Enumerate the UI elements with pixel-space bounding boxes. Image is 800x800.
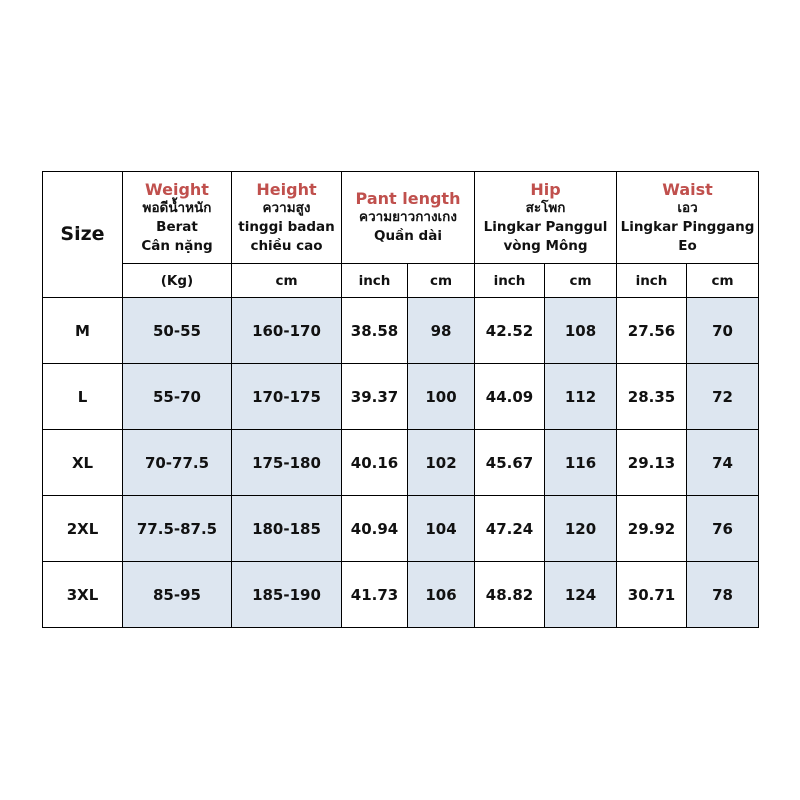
hip-vi: vòng Mông bbox=[503, 237, 588, 254]
unit-row: (Kg) cm inch cm inch cm inch cm bbox=[43, 263, 759, 298]
value-cell: 74 bbox=[686, 429, 759, 496]
size-header: Size bbox=[42, 171, 123, 298]
value-cell: 38.58 bbox=[341, 297, 408, 364]
value-cell: 78 bbox=[686, 561, 759, 628]
value-cell: 28.35 bbox=[616, 363, 687, 430]
value-cell: 70-77.5 bbox=[122, 429, 232, 496]
pant-length-header: Pant length ความยาวกางเกง Quần dài bbox=[341, 171, 475, 264]
waist-vi: Eo bbox=[678, 237, 697, 254]
pant-length-thai: ความยาวกางเกง bbox=[359, 209, 457, 225]
weight-vi: Cân nặng bbox=[141, 237, 213, 254]
value-cell: 160-170 bbox=[231, 297, 342, 364]
size-chart-table: Size Weight พอดีน้ำหนัก Berat Cân nặng Heig… bbox=[42, 171, 759, 628]
value-cell: 44.09 bbox=[474, 363, 545, 430]
value-cell: 77.5-87.5 bbox=[122, 495, 232, 562]
value-cell: 106 bbox=[407, 561, 475, 628]
hip-title: Hip bbox=[530, 179, 561, 199]
value-cell: 42.52 bbox=[474, 297, 545, 364]
value-cell: 180-185 bbox=[231, 495, 342, 562]
waist-id: Lingkar Pinggang bbox=[620, 218, 755, 235]
unit-cell: (Kg) bbox=[122, 263, 232, 298]
value-cell: 40.94 bbox=[341, 495, 408, 562]
table-row: M 50-55 160-170 38.58 98 42.52 108 27.56 70 bbox=[42, 297, 759, 364]
waist-thai: เอว bbox=[677, 199, 698, 216]
weight-thai: พอดีน้ำหนัก bbox=[142, 199, 212, 216]
size-cell: XL bbox=[42, 429, 123, 496]
size-cell: 3XL bbox=[42, 561, 123, 628]
unit-cell: cm bbox=[544, 263, 617, 298]
table-row: XL 70-77.5 175-180 40.16 102 45.67 116 29.13 74 bbox=[42, 429, 759, 496]
pant-length-vi: Quần dài bbox=[374, 228, 442, 244]
unit-cell: inch bbox=[616, 263, 687, 298]
unit-cell: cm bbox=[231, 263, 342, 298]
height-thai: ความสูง bbox=[262, 199, 311, 216]
weight-id: Berat bbox=[156, 218, 198, 235]
value-cell: 112 bbox=[544, 363, 617, 430]
value-cell: 170-175 bbox=[231, 363, 342, 430]
value-cell: 29.92 bbox=[616, 495, 687, 562]
value-cell: 30.71 bbox=[616, 561, 687, 628]
value-cell: 39.37 bbox=[341, 363, 408, 430]
value-cell: 98 bbox=[407, 297, 475, 364]
header-row: Size Weight พอดีน้ำหนัก Berat Cân nặng Heig… bbox=[42, 171, 759, 298]
value-cell: 100 bbox=[407, 363, 475, 430]
size-cell: M bbox=[42, 297, 123, 364]
value-cell: 50-55 bbox=[122, 297, 232, 364]
table-row: 2XL 77.5-87.5 180-185 40.94 104 47.24 120 29.92… bbox=[42, 495, 759, 562]
height-header: Height ความสูง tinggi badan chiều cao bbox=[231, 171, 342, 264]
value-cell: 120 bbox=[544, 495, 617, 562]
value-cell: 47.24 bbox=[474, 495, 545, 562]
unit-cell: inch bbox=[341, 263, 408, 298]
unit-cell: cm bbox=[407, 263, 475, 298]
value-cell: 48.82 bbox=[474, 561, 545, 628]
pant-length-title: Pant length bbox=[355, 189, 461, 208]
size-cell: 2XL bbox=[42, 495, 123, 562]
value-cell: 55-70 bbox=[122, 363, 232, 430]
size-cell: L bbox=[42, 363, 123, 430]
waist-title: Waist bbox=[662, 179, 713, 199]
hip-thai: สะโพก bbox=[525, 199, 566, 216]
hip-id: Lingkar Panggul bbox=[483, 218, 608, 235]
table-row: L 55-70 170-175 39.37 100 44.09 112 28.35 72 bbox=[42, 363, 759, 430]
table-row: 3XL 85-95 185-190 41.73 106 48.82 124 30.71 78 bbox=[42, 561, 759, 628]
value-cell: 41.73 bbox=[341, 561, 408, 628]
value-cell: 27.56 bbox=[616, 297, 687, 364]
value-cell: 102 bbox=[407, 429, 475, 496]
value-cell: 175-180 bbox=[231, 429, 342, 496]
waist-header: Waist เอว Lingkar Pinggang Eo bbox=[616, 171, 759, 264]
value-cell: 185-190 bbox=[231, 561, 342, 628]
height-id: tinggi badan bbox=[238, 218, 335, 235]
unit-cell: inch bbox=[474, 263, 545, 298]
weight-header: Weight พอดีน้ำหนัก Berat Cân nặng bbox=[122, 171, 232, 264]
height-vi: chiều cao bbox=[250, 237, 323, 254]
value-cell: 40.16 bbox=[341, 429, 408, 496]
value-cell: 108 bbox=[544, 297, 617, 364]
value-cell: 76 bbox=[686, 495, 759, 562]
unit-cell: cm bbox=[686, 263, 759, 298]
value-cell: 85-95 bbox=[122, 561, 232, 628]
value-cell: 29.13 bbox=[616, 429, 687, 496]
value-cell: 104 bbox=[407, 495, 475, 562]
hip-header: Hip สะโพก Lingkar Panggul vòng Mông bbox=[474, 171, 617, 264]
value-cell: 124 bbox=[544, 561, 617, 628]
value-cell: 70 bbox=[686, 297, 759, 364]
weight-title: Weight bbox=[145, 179, 209, 199]
value-cell: 45.67 bbox=[474, 429, 545, 496]
value-cell: 116 bbox=[544, 429, 617, 496]
value-cell: 72 bbox=[686, 363, 759, 430]
height-title: Height bbox=[256, 179, 317, 199]
